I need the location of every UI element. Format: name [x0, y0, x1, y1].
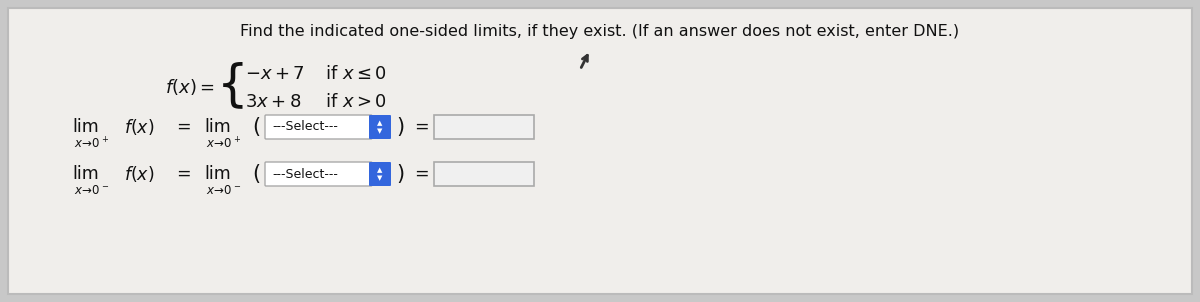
Text: lim: lim — [72, 118, 98, 136]
Text: ): ) — [396, 117, 404, 137]
Text: (: ( — [252, 117, 260, 137]
FancyBboxPatch shape — [265, 162, 372, 186]
Text: lim: lim — [204, 118, 230, 136]
Text: $f(x) =$: $f(x) =$ — [166, 77, 215, 97]
Text: if $x > 0$: if $x > 0$ — [325, 93, 386, 111]
Text: ▲: ▲ — [377, 167, 383, 173]
Text: =: = — [176, 118, 191, 136]
Text: $x \!\to\! 0^-$: $x \!\to\! 0^-$ — [74, 185, 109, 198]
Text: $f(x)$: $f(x)$ — [124, 117, 155, 137]
FancyBboxPatch shape — [8, 8, 1192, 294]
Text: ▲: ▲ — [377, 120, 383, 126]
Text: Find the indicated one-sided limits, if they exist. (If an answer does not exist: Find the indicated one-sided limits, if … — [240, 24, 960, 39]
FancyBboxPatch shape — [265, 115, 372, 139]
Text: =: = — [414, 118, 428, 136]
Text: $f(x)$: $f(x)$ — [124, 164, 155, 184]
Bar — [434, 115, 534, 139]
Text: ▼: ▼ — [377, 175, 383, 181]
Text: lim: lim — [72, 165, 98, 183]
Text: ▼: ▼ — [377, 128, 383, 134]
FancyBboxPatch shape — [370, 162, 391, 186]
Text: ): ) — [396, 164, 404, 184]
Text: if $x \leq 0$: if $x \leq 0$ — [325, 65, 386, 83]
Text: =: = — [176, 165, 191, 183]
Text: $x \!\to\! 0^+$: $x \!\to\! 0^+$ — [206, 136, 241, 152]
Text: $-x + 7$: $-x + 7$ — [245, 65, 305, 83]
FancyBboxPatch shape — [370, 115, 391, 139]
Text: ---Select---: ---Select--- — [272, 120, 338, 133]
Text: (: ( — [252, 164, 260, 184]
Bar — [434, 162, 534, 186]
Text: {: { — [217, 61, 248, 109]
Text: =: = — [414, 165, 428, 183]
Text: $3x + 8$: $3x + 8$ — [245, 93, 301, 111]
Text: lim: lim — [204, 165, 230, 183]
Text: $x \!\to\! 0^-$: $x \!\to\! 0^-$ — [206, 185, 241, 198]
Text: $x \!\to\! 0^+$: $x \!\to\! 0^+$ — [74, 136, 109, 152]
Text: ---Select---: ---Select--- — [272, 168, 338, 181]
